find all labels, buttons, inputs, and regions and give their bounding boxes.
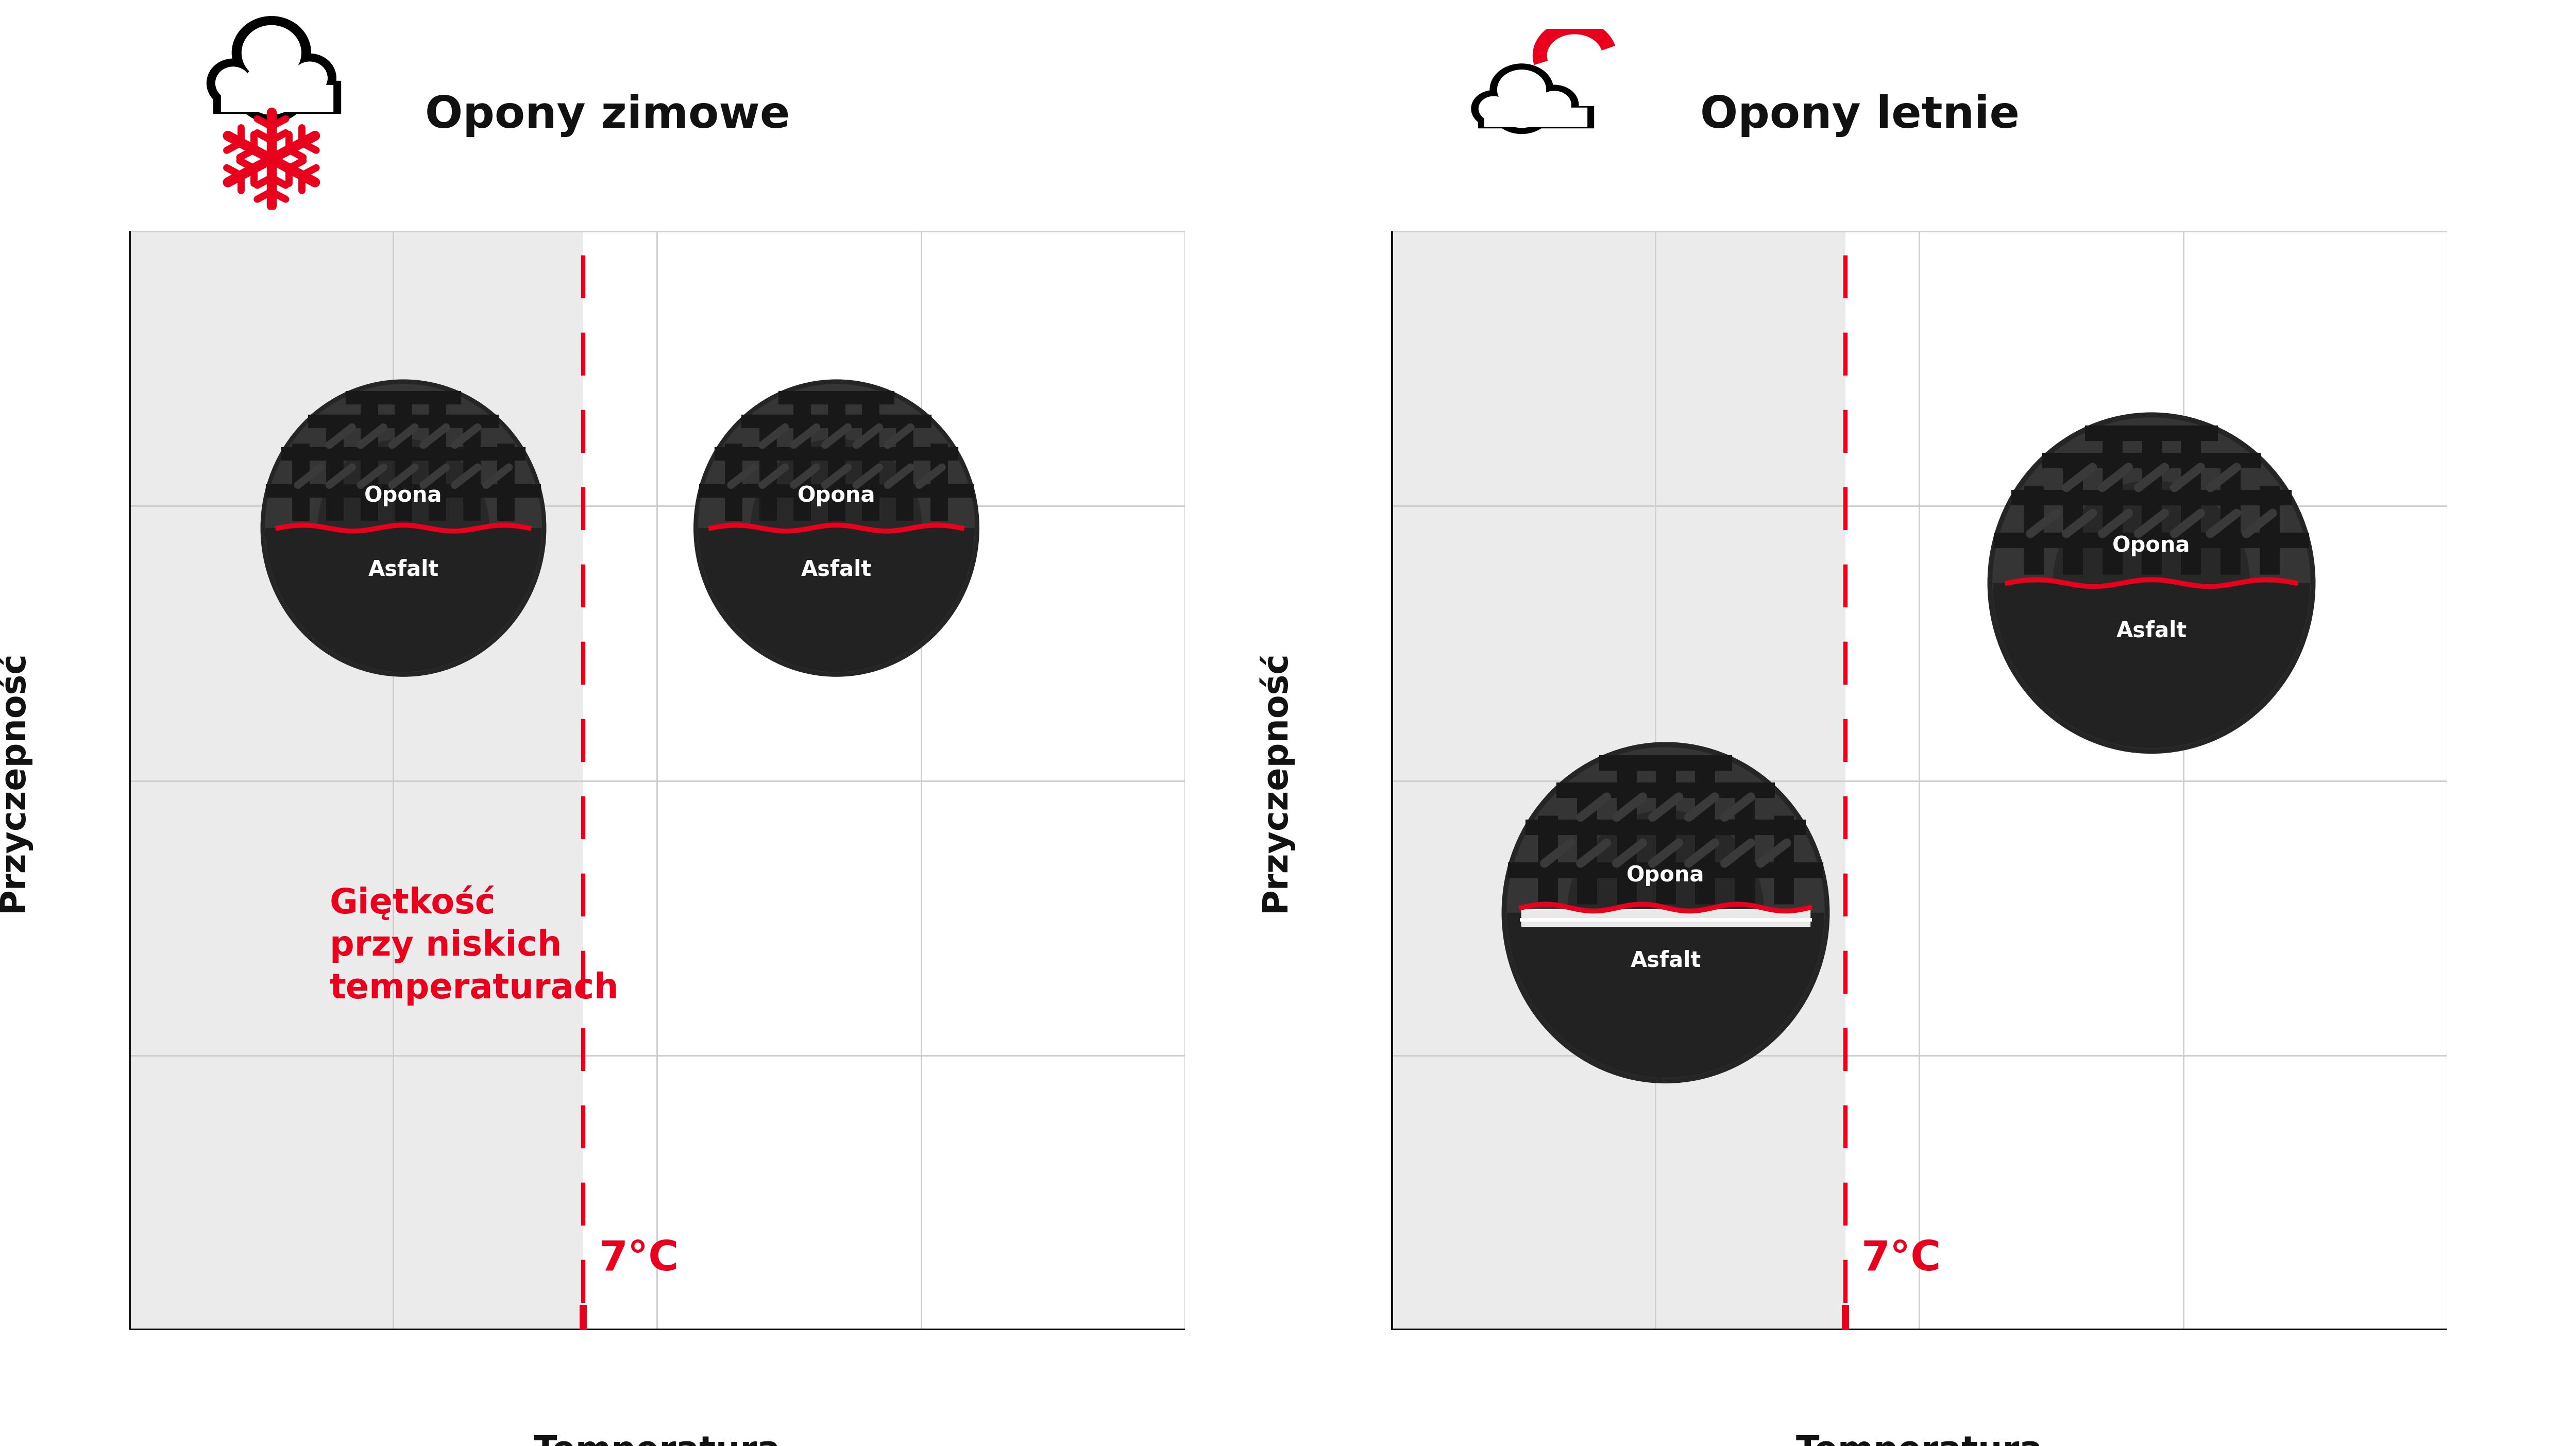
Circle shape [1497,69,1546,110]
Circle shape [693,380,979,677]
Circle shape [1566,811,1765,1015]
Circle shape [242,62,299,114]
Text: Przyczepność: Przyczepność [1257,651,1293,911]
Circle shape [1492,84,1553,133]
Bar [1484,108,1587,126]
Circle shape [698,385,974,672]
Circle shape [283,54,335,103]
Circle shape [1499,90,1546,127]
Wedge shape [698,528,974,672]
Text: Asfalt: Asfalt [2115,620,2187,642]
Text: 7°C: 7°C [1860,1239,1942,1278]
Bar [1479,107,1595,127]
Circle shape [1530,85,1579,124]
Text: Opony zimowe: Opony zimowe [425,94,791,137]
Circle shape [1507,748,1824,1077]
Text: Opona: Opona [363,484,443,506]
Circle shape [206,59,260,107]
Text: Giętkość
przy niskich
temperaturach: Giętkość przy niskich temperaturach [330,886,618,1005]
Bar [214,81,340,113]
Circle shape [216,67,250,100]
Circle shape [1538,91,1571,119]
Text: Temperatura: Temperatura [1795,1434,2043,1446]
Circle shape [260,380,546,677]
Circle shape [750,440,922,617]
Circle shape [1502,742,1829,1083]
Bar [129,231,582,1330]
Text: Opona: Opona [2112,535,2190,557]
Text: Temperatura: Temperatura [533,1434,781,1446]
Circle shape [234,54,309,123]
Circle shape [1994,418,2311,748]
Circle shape [317,440,489,617]
Text: Asfalt: Asfalt [368,558,438,580]
Bar [1391,231,1844,1330]
Wedge shape [1994,583,2311,748]
Circle shape [2053,482,2249,685]
Wedge shape [1507,912,1824,1077]
Text: Asfalt: Asfalt [1631,950,1700,972]
Circle shape [265,385,541,672]
Text: Przyczepność: Przyczepność [0,651,31,911]
Circle shape [263,152,278,166]
Wedge shape [265,528,541,672]
Text: Opony letnie: Opony letnie [1700,94,2020,137]
Circle shape [1489,64,1553,116]
Circle shape [242,26,301,80]
Bar [222,85,332,111]
Circle shape [1471,91,1517,127]
Text: Asfalt: Asfalt [801,558,871,580]
Circle shape [1479,97,1510,121]
Text: Opona: Opona [1625,865,1705,886]
Circle shape [291,62,327,94]
Text: 7°C: 7°C [598,1239,680,1278]
Text: Opona: Opona [799,484,876,506]
Circle shape [1989,412,2316,753]
Circle shape [232,16,312,90]
